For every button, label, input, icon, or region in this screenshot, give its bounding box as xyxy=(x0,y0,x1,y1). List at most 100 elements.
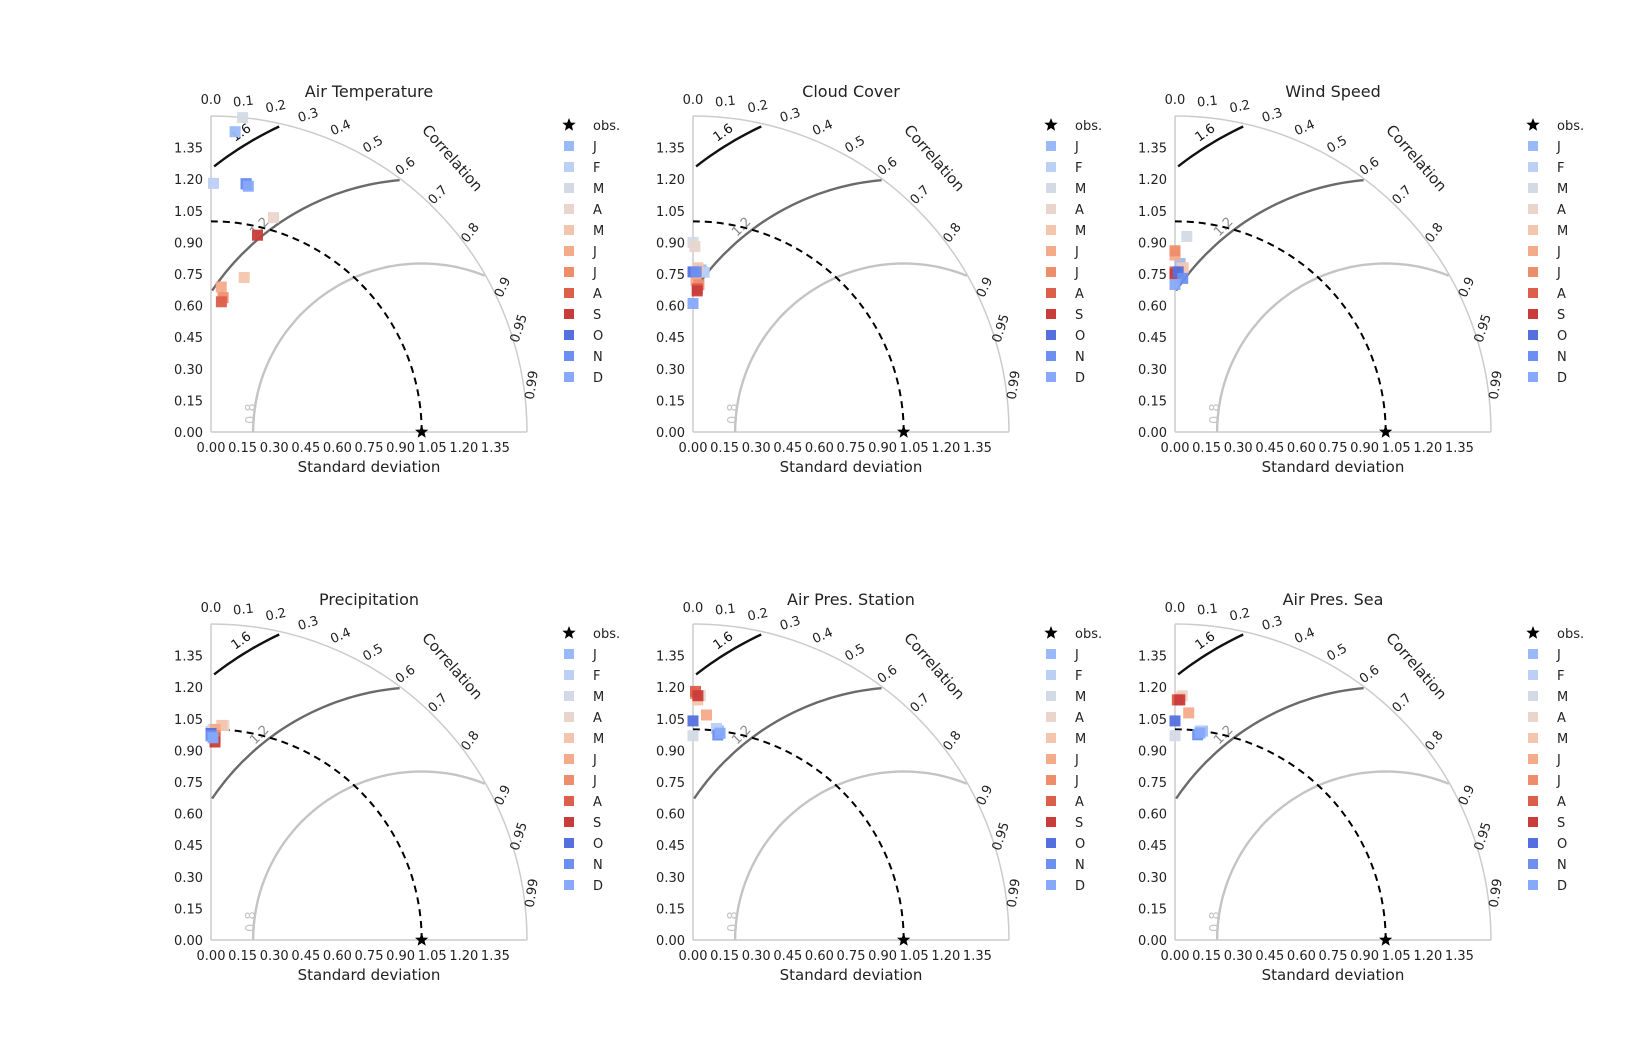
x-tick-label: 0.75 xyxy=(355,441,384,456)
legend-star-marker xyxy=(1044,118,1058,131)
rms-label-0.8: 0.8 xyxy=(1208,911,1223,932)
taylor-panel: 0.81.21.60.000.000.150.150.300.300.450.4… xyxy=(174,82,620,476)
x-tick-label: 0.75 xyxy=(837,949,866,964)
legend-label: O xyxy=(1557,329,1567,344)
legend-label: J xyxy=(592,140,597,155)
y-tick-label: 0.60 xyxy=(174,808,203,823)
correlation-tick-label: 0.8 xyxy=(1422,728,1446,754)
correlation-tick-label: 0.6 xyxy=(393,663,419,687)
legend-label: J xyxy=(1074,266,1079,281)
x-tick-label: 1.20 xyxy=(449,949,478,964)
data-point-J xyxy=(1183,707,1195,719)
legend-label: A xyxy=(1557,711,1566,726)
rms-contour-1.6 xyxy=(213,125,280,168)
x-tick-label: 0.15 xyxy=(1192,441,1221,456)
legend-label: J xyxy=(1074,648,1079,663)
correlation-tick-label: 0.0 xyxy=(1165,93,1186,108)
correlation-tick-label: 0.1 xyxy=(232,94,254,111)
y-tick-label: 1.20 xyxy=(1138,173,1167,188)
y-tick-label: 0.75 xyxy=(1138,268,1167,283)
legend-marker xyxy=(1528,267,1538,277)
legend-marker xyxy=(1046,754,1056,764)
y-tick-label: 0.75 xyxy=(656,268,685,283)
legend-marker xyxy=(1046,796,1056,806)
x-tick-label: 0.30 xyxy=(1224,441,1253,456)
legend-marker xyxy=(564,372,574,382)
legend-label: J xyxy=(592,648,597,663)
x-tick-label: 0.00 xyxy=(679,441,708,456)
x-tick-label: 0.90 xyxy=(868,441,897,456)
correlation-tick-label: 0.5 xyxy=(361,133,386,156)
y-tick-label: 0.60 xyxy=(1138,808,1167,823)
y-tick-label: 1.05 xyxy=(1138,205,1167,220)
correlation-tick-label: 0.6 xyxy=(393,155,419,179)
legend-marker xyxy=(1528,225,1538,235)
x-tick-label: 1.35 xyxy=(1445,441,1474,456)
legend-marker xyxy=(1528,162,1538,172)
x-axis-label: Standard deviation xyxy=(298,966,441,984)
correlation-tick-label: 0.8 xyxy=(458,220,482,246)
y-tick-label: 1.05 xyxy=(1138,713,1167,728)
y-tick-label: 0.90 xyxy=(174,236,203,251)
correlation-tick-label: 0.3 xyxy=(778,105,802,126)
y-tick-label: 0.30 xyxy=(1138,871,1167,886)
correlation-tick-label: 0.1 xyxy=(1196,602,1218,619)
legend-marker xyxy=(1046,670,1056,680)
legend-marker xyxy=(564,309,574,319)
y-tick-label: 1.35 xyxy=(1138,142,1167,157)
legend-marker xyxy=(564,330,574,340)
correlation-tick-label: 0.99 xyxy=(1487,370,1506,401)
legend-label: A xyxy=(1075,711,1084,726)
legend-marker xyxy=(1528,796,1538,806)
x-axis-label: Standard deviation xyxy=(1262,458,1405,476)
outer-arc xyxy=(692,115,1010,433)
outer-arc xyxy=(1174,623,1492,941)
rms-contour-0.8 xyxy=(251,770,486,941)
x-tick-label: 1.20 xyxy=(449,441,478,456)
y-tick-label: 0.75 xyxy=(1138,776,1167,791)
legend-marker xyxy=(1528,712,1538,722)
panel-title: Air Pres. Sea xyxy=(1283,590,1384,609)
legend-marker xyxy=(1528,670,1538,680)
y-tick-label: 1.35 xyxy=(656,142,685,157)
y-tick-label: 0.60 xyxy=(1138,300,1167,315)
obs-star-marker xyxy=(897,933,911,946)
legend-label: M xyxy=(1557,182,1568,197)
y-tick-label: 0.00 xyxy=(174,426,203,441)
legend-marker xyxy=(1528,754,1538,764)
legend-marker xyxy=(1528,775,1538,785)
y-tick-label: 1.35 xyxy=(174,650,203,665)
x-axis-label: Standard deviation xyxy=(780,966,923,984)
x-tick-label: 0.90 xyxy=(386,441,415,456)
legend-marker xyxy=(564,183,574,193)
rms-contour-0.8 xyxy=(733,262,968,433)
correlation-tick-label: 0.9 xyxy=(492,275,515,300)
correlation-tick-label: 0.3 xyxy=(1260,613,1284,634)
x-tick-label: 0.75 xyxy=(837,441,866,456)
x-tick-label: 0.30 xyxy=(1224,949,1253,964)
legend-marker xyxy=(564,267,574,277)
legend-star-marker xyxy=(1044,626,1058,639)
correlation-tick-label: 0.6 xyxy=(875,155,901,179)
obs-star-marker xyxy=(415,933,429,946)
legend-marker xyxy=(1528,372,1538,382)
correlation-tick-label: 0.5 xyxy=(843,133,868,156)
obs-star-marker xyxy=(1379,425,1393,438)
data-point-N xyxy=(1177,272,1189,284)
correlation-tick-label: 0.8 xyxy=(940,220,964,246)
correlation-axis-label: Correlation xyxy=(418,121,486,195)
legend-label: D xyxy=(593,879,603,894)
correlation-tick-label: 0.99 xyxy=(1005,878,1024,909)
y-tick-label: 0.90 xyxy=(656,236,685,251)
rms-contour-0.8 xyxy=(251,262,486,433)
legend-label: obs. xyxy=(593,119,620,134)
y-tick-label: 1.05 xyxy=(656,713,685,728)
legend-marker xyxy=(564,670,574,680)
data-point-M xyxy=(1169,730,1181,742)
x-tick-label: 1.05 xyxy=(1382,949,1411,964)
legend-label: D xyxy=(1075,371,1085,386)
correlation-tick-label: 0.2 xyxy=(264,606,287,625)
x-tick-label: 0.45 xyxy=(773,441,802,456)
correlation-tick-label: 0.4 xyxy=(328,117,353,139)
correlation-tick-label: 0.95 xyxy=(990,312,1013,344)
